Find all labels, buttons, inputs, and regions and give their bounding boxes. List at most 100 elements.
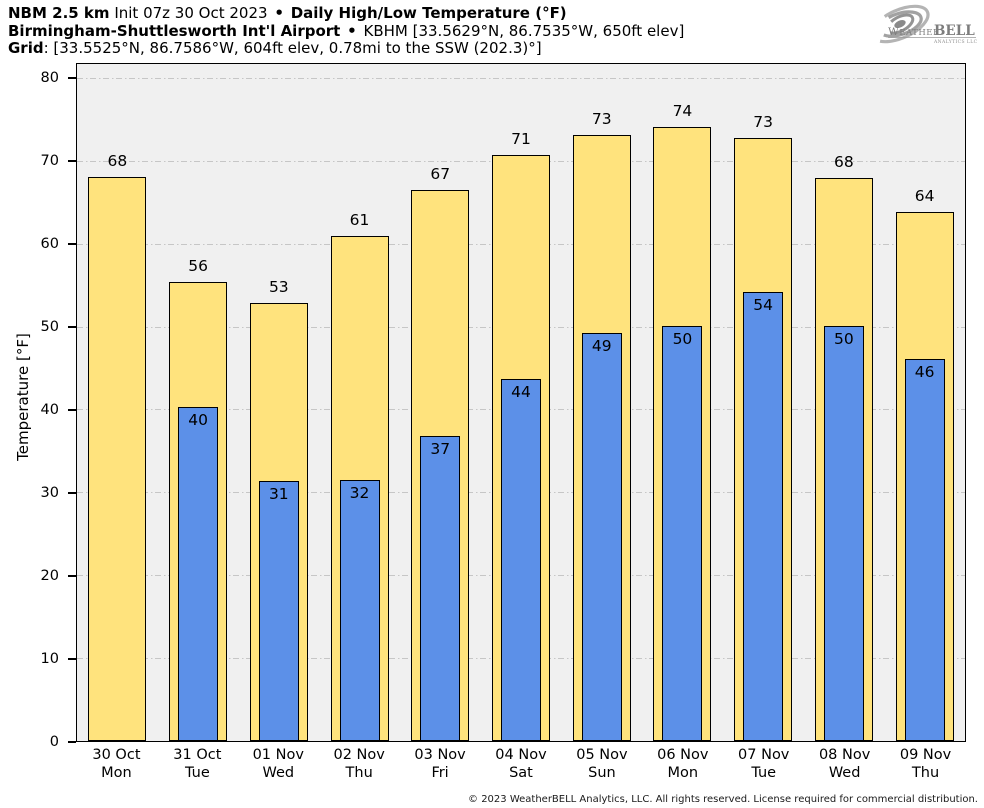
y-tick-mark-80 [68,77,76,79]
logo-text-weather: WEATHER [888,26,940,38]
x-tick-label: 04 Nov Sat [481,747,562,782]
low-value-label: 31 [268,485,289,504]
x-tick-weekday: Wed [828,764,861,781]
low-bar: 32 [339,480,380,741]
high-value-label: 73 [753,112,774,131]
product-title: Daily High/Low Temperature (°F) [290,4,567,22]
init-time: Init 07z 30 Oct 2023 [114,4,268,22]
low-bar: 44 [500,378,541,741]
weatherbell-logo: WEATHER BELL ANALYTICS LLC [870,4,978,45]
high-value-label: 67 [430,164,451,183]
header-line-2: Birmingham-Shuttlesworth Int'l Airport •… [8,21,685,41]
low-value-label: 44 [511,382,531,401]
day-slot-09-nov: 64 46 [884,64,965,741]
high-value-label: 68 [107,151,128,170]
day-slot-06-nov: 74 50 [642,64,723,741]
day-slot-01-nov: 53 31 [238,64,319,741]
y-tick-label-80: 80 [40,69,59,86]
separator-dot: • [347,21,357,40]
x-tick-weekday: Thu [911,764,940,781]
low-bar: 46 [904,358,945,741]
y-tick-mark-10 [68,658,76,660]
y-tick-mark-20 [68,575,76,577]
separator-dot: • [274,4,284,22]
y-tick-label-20: 20 [40,568,59,584]
x-tick-label: 01 Nov Wed [238,747,319,782]
grid-label: Grid [8,39,44,57]
high-bar [88,176,147,741]
high-value-label: 61 [349,211,370,230]
low-bar: 31 [258,481,299,741]
x-tick-date: 05 Nov [576,747,628,763]
x-tick-date: 08 Nov [818,747,871,763]
copyright-text: © 2023 WeatherBELL Analytics, LLC. All r… [468,794,978,805]
y-tick-label-40: 40 [40,401,59,418]
station-info: KBHM [33.5629°N, 86.7535°W, 650ft elev] [363,21,685,40]
low-value-label: 46 [914,362,935,381]
y-tick-label-50: 50 [40,318,59,335]
hurricane-swirl-icon [870,4,930,44]
low-value-label: 40 [188,410,208,429]
x-tick-date: 03 Nov [414,747,466,763]
low-bar: 49 [581,332,622,741]
y-tick-mark-0 [68,741,76,743]
x-tick-label: 05 Nov Sun [561,747,642,782]
high-value-label: 64 [914,187,935,206]
high-value-label: 53 [268,278,289,297]
model-name: NBM 2.5 km [8,4,110,22]
x-tick-weekday: Fri [431,764,449,781]
low-bar: 50 [823,326,864,741]
x-tick-weekday: Wed [262,764,295,781]
x-tick-date: 01 Nov [252,747,304,763]
day-slot-02-nov: 61 32 [319,64,400,741]
low-value-label: 49 [591,336,612,355]
day-slot-04-nov: 71 44 [481,64,562,741]
x-axis: 30 Oct Mon 31 Oct Tue 01 Nov Wed 02 Nov Thu 03 N… [76,747,966,787]
high-value-label: 74 [672,101,693,120]
day-slot-03-nov: 67 37 [400,64,481,741]
x-tick-label: 31 Oct Tue [157,747,238,782]
day-slot-31-oct: 56 40 [158,64,239,741]
x-tick-date: 30 Oct [92,747,141,763]
x-tick-weekday: Tue [751,764,777,781]
y-axis: 0 10 20 30 40 50 60 70 80 [0,63,76,750]
grid-info: : [33.5525°N, 86.7586°W, 604ft elev, 0.7… [43,39,542,57]
x-tick-label: 08 Nov Wed [804,747,885,782]
low-value-label: 50 [672,329,693,348]
day-slot-08-nov: 68 50 [804,64,885,741]
y-tick-label-10: 10 [40,651,59,667]
y-tick-mark-50 [68,326,76,328]
plot-area: 68 56 40 53 31 61 32 67 37 71 44 73 49 74 50 73 54 68 50 64… [76,63,966,742]
logo-text-bell: BELL [934,23,975,39]
low-value-label: 32 [349,484,370,503]
low-bar: 54 [743,291,784,741]
x-tick-label: 06 Nov Mon [642,747,723,782]
low-value-label: 54 [753,295,774,314]
x-tick-weekday: Sun [588,764,616,781]
x-tick-weekday: Tue [184,764,210,781]
x-tick-label: 07 Nov Tue [723,747,804,782]
low-value-label: 50 [834,330,854,349]
x-tick-weekday: Sat [509,764,533,781]
y-tick-mark-60 [68,243,76,245]
x-tick-weekday: Mon [101,764,132,781]
x-tick-label: 30 Oct Mon [76,747,157,782]
gridline-80 [77,78,965,80]
high-value-label: 68 [834,153,854,172]
header-line-1: NBM 2.5 km Init 07z 30 Oct 2023 • Daily … [8,4,684,23]
low-value-label: 37 [430,440,451,459]
x-tick-date: 07 Nov [738,747,790,763]
day-slot-05-nov: 73 49 [561,64,642,741]
y-tick-mark-70 [68,160,76,162]
x-tick-label: 02 Nov Thu [319,747,400,782]
y-tick-label-0: 0 [49,734,59,750]
low-bar: 40 [178,406,219,741]
y-tick-label-70: 70 [40,152,59,169]
chart-header: NBM 2.5 km Init 07z 30 Oct 2023 • Daily … [8,4,685,58]
logo-subtext: ANALYTICS LLC [933,39,978,45]
header-line-3: Grid: [33.5525°N, 86.7586°W, 604ft elev,… [8,39,684,58]
x-tick-label: 09 Nov Thu [885,747,966,782]
station-name: Birmingham-Shuttlesworth Int'l Airport [8,21,341,40]
high-value-label: 71 [511,130,531,149]
